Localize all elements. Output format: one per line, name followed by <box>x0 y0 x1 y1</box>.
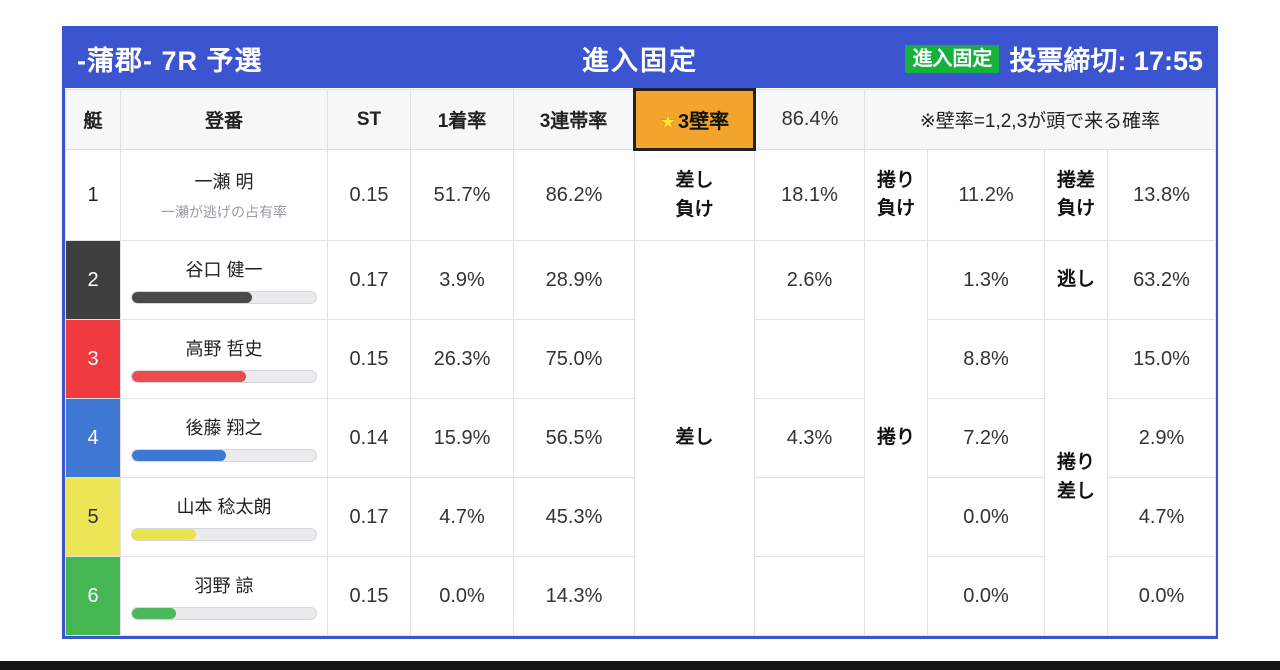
race-board: -蒲郡- 7R 予選 進入固定 進入固定 投票締切: 17:55 艇 登番 ST… <box>62 26 1218 639</box>
sashi-value <box>754 477 865 557</box>
share-bar <box>131 607 317 620</box>
win-rate-value: 4.7% <box>410 477 514 557</box>
kimarite-value: 63.2% <box>1106 240 1217 320</box>
col-win-rate: 1着率 <box>410 89 514 150</box>
makuri-value: 7.2% <box>927 398 1045 478</box>
wall-rate-note: ※壁率=1,2,3が頭で来る確率 <box>863 89 1217 150</box>
title-bar-right: 進入固定 投票締切: 17:55 <box>698 39 1203 78</box>
makuri-value: 11.2% <box>927 149 1045 241</box>
top3-rate-value: 45.3% <box>513 477 635 557</box>
win-rate-value: 0.0% <box>410 556 514 636</box>
win-rate-value: 26.3% <box>410 319 514 399</box>
boat-number: 2 <box>65 240 121 320</box>
table-row: 4 後藤 翔之 0.14 15.9% 56.5% 4.3% 7.2% 2.9% <box>65 398 1217 478</box>
makuri-value: 0.0% <box>927 556 1045 636</box>
share-bar-fill <box>132 529 197 540</box>
entry-fixed-badge: 進入固定 <box>905 44 1000 73</box>
racer-subnote: 一瀬が逃げの占有率 <box>161 204 287 220</box>
title-bar: -蒲郡- 7R 予選 進入固定 進入固定 投票締切: 17:55 <box>65 29 1215 88</box>
vote-deadline: 投票締切: 17:55 <box>1009 46 1203 76</box>
col-top3-rate: 3連帯率 <box>513 89 635 150</box>
sashi-value: 2.6% <box>754 240 865 320</box>
racer-name: 羽野 諒 <box>194 576 254 596</box>
header-row: 艇 登番 ST 1着率 3連帯率 ★ 3壁率 86.4% ※壁率=1,2,3が頭で… <box>65 88 1217 151</box>
table-row: 3 高野 哲史 0.15 26.3% 75.0% 8.8% 捲り 差し 15.0… <box>65 319 1217 636</box>
st-value: 0.17 <box>327 477 411 557</box>
col-racer: 登番 <box>120 89 328 150</box>
kimarite-value: 2.9% <box>1106 398 1217 478</box>
makuri-value: 0.0% <box>927 477 1045 557</box>
sashi-value: 18.1% <box>754 149 865 241</box>
table-row: 2 谷口 健一 0.17 3.9% 28.9% 差し 2.6% 捲り 1.3% … <box>65 240 1217 636</box>
share-bar-fill <box>132 608 177 619</box>
win-rate-value: 51.7% <box>410 149 514 241</box>
boat-number: 4 <box>65 398 121 478</box>
top3-rate-value: 28.9% <box>513 240 635 320</box>
makurizashi-label: 捲り 差し <box>1044 319 1108 636</box>
st-value: 0.15 <box>327 319 411 399</box>
table-row: 1 一瀬 明 一瀬が逃げの占有率 0.15 51.7% 86.2% 差し 負け … <box>65 149 1217 241</box>
st-value: 0.15 <box>327 556 411 636</box>
racer-cell: 高野 哲史 <box>120 319 328 399</box>
st-value: 0.14 <box>327 398 411 478</box>
col-st: ST <box>327 89 411 150</box>
sashi-value <box>754 556 865 636</box>
sashi-value <box>754 319 865 399</box>
share-bar-fill <box>132 371 247 382</box>
race-title: -蒲郡- 7R 予選 <box>77 46 263 76</box>
racer-cell: 後藤 翔之 <box>120 398 328 478</box>
top3-rate-value: 75.0% <box>513 319 635 399</box>
racer-cell: 羽野 諒 <box>120 556 328 636</box>
race-stats-table: 艇 登番 ST 1着率 3連帯率 ★ 3壁率 86.4% ※壁率=1,2,3が頭で… <box>65 88 1217 636</box>
racer-name: 谷口 健一 <box>185 260 263 280</box>
makuri-label: 捲り <box>864 240 928 636</box>
racer-name: 後藤 翔之 <box>185 418 263 438</box>
boat-number: 1 <box>65 149 121 241</box>
share-bar-fill <box>132 450 226 461</box>
kimarite-value: 0.0% <box>1106 556 1217 636</box>
makuri-value: 1.3% <box>927 240 1045 320</box>
sashi-lose-label: 差し 負け <box>634 149 755 241</box>
share-bar <box>131 370 317 383</box>
wall-rate-value: 86.4% <box>754 89 865 150</box>
share-bar <box>131 449 317 462</box>
makuri-lose-label: 捲り 負け <box>864 149 928 241</box>
win-rate-value: 3.9% <box>410 240 514 320</box>
boat-number: 6 <box>65 556 121 636</box>
share-bar <box>131 528 317 541</box>
share-bar-fill <box>132 292 252 303</box>
st-value: 0.15 <box>327 149 411 241</box>
top3-rate-value: 86.2% <box>513 149 635 241</box>
sashi-label: 差し <box>634 240 755 636</box>
top3-rate-value: 14.3% <box>513 556 635 636</box>
wall-rate-header[interactable]: ★ 3壁率 <box>633 88 756 151</box>
makuri-value: 8.8% <box>927 319 1045 399</box>
win-rate-value: 15.9% <box>410 398 514 478</box>
table-row: 5 山本 稔太朗 0.17 4.7% 45.3% 0.0% 4.7% <box>65 477 1217 557</box>
boat-number: 3 <box>65 319 121 399</box>
racer-cell: 一瀬 明 一瀬が逃げの占有率 <box>120 149 328 241</box>
table-row: 6 羽野 諒 0.15 0.0% 14.3% 0.0% 0.0% <box>65 556 1217 636</box>
wall-rate-label: 3壁率 <box>678 111 730 133</box>
kimarite-value: 13.8% <box>1106 149 1217 241</box>
kimarite-value: 4.7% <box>1106 477 1217 557</box>
top3-rate-value: 56.5% <box>513 398 635 478</box>
col-boat: 艇 <box>65 89 121 150</box>
nigashi-label: 逃し <box>1044 240 1108 320</box>
bottom-bar <box>0 661 1280 670</box>
racer-cell: 谷口 健一 <box>120 240 328 320</box>
entry-fixed-label: 進入固定 <box>582 46 698 76</box>
racer-name: 高野 哲史 <box>185 339 263 359</box>
sashi-value: 4.3% <box>754 398 865 478</box>
racer-name: 一瀬 明 <box>194 172 254 192</box>
st-value: 0.17 <box>327 240 411 320</box>
kimarite-value: 15.0% <box>1106 319 1217 399</box>
makurizashi-lose-label: 捲差 負け <box>1044 149 1108 241</box>
boat-number: 5 <box>65 477 121 557</box>
racer-name: 山本 稔太朗 <box>176 497 272 517</box>
star-icon: ★ <box>659 112 676 132</box>
racer-cell: 山本 稔太朗 <box>120 477 328 557</box>
share-bar <box>131 291 317 304</box>
